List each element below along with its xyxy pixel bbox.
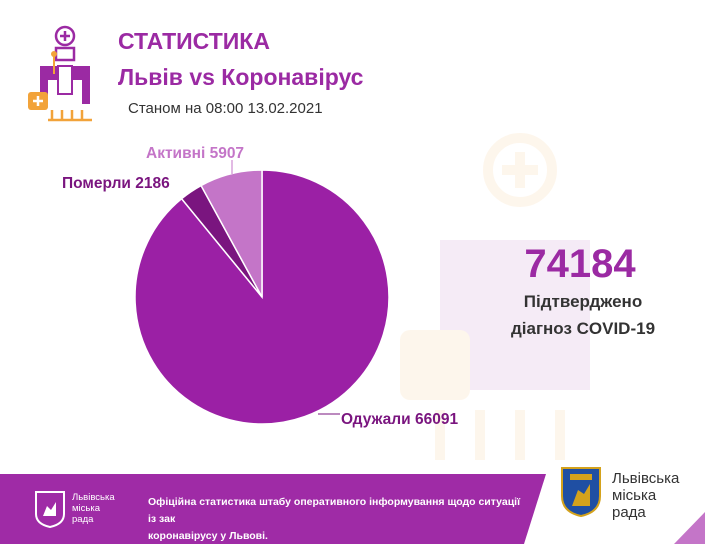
council-crest-icon [35,491,65,528]
page-title: СТАТИСТИКА [118,28,270,54]
confirmed-line1: Підтверджено [523,292,643,311]
footer-description: Офіційна статистика штабу оперативного і… [148,496,521,542]
confirmed-line2: діагноз COVID-19 [510,319,656,338]
slice-active [200,169,263,298]
footer-council-name: Львівська міська рада [72,492,115,525]
label-active: Активні 5907 [146,145,244,162]
as-of-date: Станом на 08:00 13.02.2021 [128,100,323,117]
confirmed-caption: Підтверджено діагноз COVID-19 [488,288,678,342]
label-recovered: Одужали 66091 [341,411,458,428]
doctor-logo-icon [28,25,92,122]
lviv-coat-of-arms-icon [561,467,601,518]
page-subtitle: Львів vs Коронавірус [118,64,364,90]
pie-chart: Одужали 66091 Померли 2186 Активні 5907 [62,145,458,428]
watermark-doctor-icon [400,133,590,460]
lviv-council-name: Львівська міська рада [612,470,680,521]
label-died: Померли 2186 [62,175,170,192]
total-confirmed: 74184 [524,242,636,286]
